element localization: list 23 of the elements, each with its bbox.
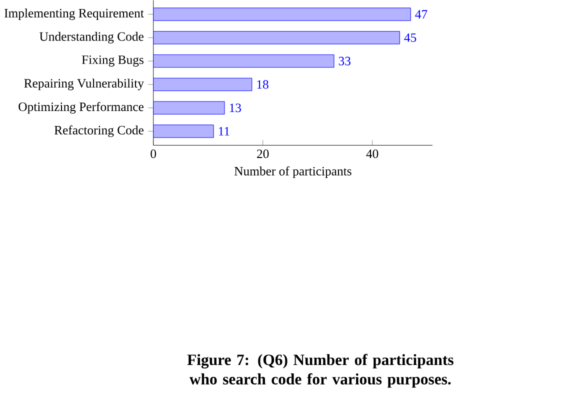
caption: Figure 7: (Q6) Number of participants who search code for various purposes. <box>187 354 454 388</box>
y-tick-label: Optimizing Performance <box>18 102 144 114</box>
bar <box>153 54 334 68</box>
bar <box>153 8 411 21</box>
data-label: 47 <box>415 10 428 19</box>
y-tick-label: Repairing Vulnerability <box>24 78 144 90</box>
bar <box>153 31 400 44</box>
data-label: 13 <box>230 104 241 112</box>
bar <box>153 101 225 115</box>
y-tick-label: Implementing Requirement <box>4 8 144 20</box>
x-tick-label: 20 <box>257 150 269 158</box>
data-label: 45 <box>404 34 416 42</box>
x-tick-label: 0 <box>150 150 156 158</box>
data-label: 11 <box>218 127 230 136</box>
data-label: 18 <box>257 80 268 89</box>
x-tick-label: 40 <box>366 150 378 158</box>
bar <box>153 78 252 92</box>
y-tick-label: Fixing Bugs <box>82 56 144 67</box>
y-tick-label: Refactoring Code <box>54 125 144 138</box>
x-axis-title: Number of participants <box>234 166 352 178</box>
bar <box>153 124 214 138</box>
y-tick-label: Understanding Code <box>40 32 144 44</box>
data-label: 33 <box>338 56 350 66</box>
